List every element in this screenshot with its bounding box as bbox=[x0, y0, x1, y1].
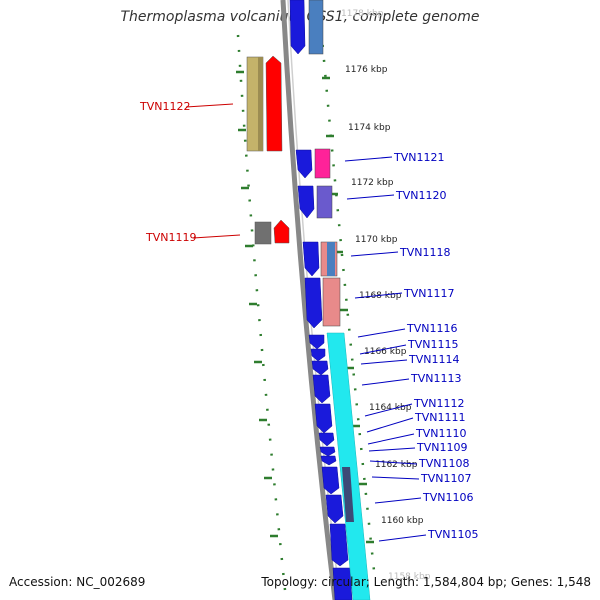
gene-label-right[interactable]: TVN1115 bbox=[407, 338, 458, 351]
gene-label-right[interactable]: TVN1110 bbox=[415, 427, 466, 440]
left-leader-lines bbox=[185, 103, 241, 239]
gene-arrow bbox=[321, 466, 340, 495]
gene-label-right[interactable]: TVN1113 bbox=[410, 372, 461, 385]
gene-arrow bbox=[329, 523, 349, 567]
gene-arrow bbox=[297, 185, 315, 219]
gene-arrow bbox=[304, 277, 323, 329]
gene-arrow bbox=[310, 348, 326, 362]
scale-label: 1178 kbp bbox=[341, 9, 384, 19]
major-ticks bbox=[236, 70, 374, 544]
scale-label: 1174 kbp bbox=[348, 123, 391, 133]
accession-label: Accession: NC_002689 bbox=[9, 575, 146, 589]
gene-block bbox=[326, 332, 371, 600]
gene-arrow bbox=[295, 149, 313, 179]
gene-arrow bbox=[265, 55, 283, 152]
gene-label-right[interactable]: TVN1117 bbox=[403, 287, 454, 300]
scale-label: 1176 kbp bbox=[345, 65, 388, 75]
gene-label-right[interactable]: TVN1108 bbox=[418, 457, 469, 470]
gene-block bbox=[342, 467, 354, 522]
gene-track-left bbox=[246, 55, 290, 245]
genome-summary: Topology: circular; Length: 1,584,804 bp… bbox=[261, 575, 591, 589]
scale-label: 1162 kbp bbox=[375, 460, 418, 470]
gene-label-right[interactable]: TVN1106 bbox=[422, 491, 473, 504]
gene-label-right[interactable]: TVN1120 bbox=[395, 189, 446, 202]
scale-label: 1168 kbp bbox=[359, 291, 402, 301]
genome-backbone bbox=[280, 0, 338, 600]
gene-block bbox=[322, 277, 341, 327]
gene-block bbox=[316, 185, 333, 219]
scale-label: 1164 kbp bbox=[369, 403, 412, 413]
gene-label-right[interactable]: TVN1121 bbox=[393, 151, 444, 164]
gene-track-outer bbox=[308, 0, 371, 600]
gene-arrow bbox=[289, 0, 306, 55]
gene-block bbox=[327, 242, 335, 276]
gene-arrow bbox=[312, 374, 331, 404]
gene-block bbox=[308, 0, 324, 55]
gene-arrow bbox=[332, 567, 353, 600]
scale-label: 1158 kbp bbox=[388, 572, 431, 582]
gene-label-right[interactable]: TVN1111 bbox=[414, 411, 465, 424]
gene-label-right[interactable]: TVN1116 bbox=[406, 322, 457, 335]
gene-arrow bbox=[319, 446, 336, 457]
gene-arrow bbox=[320, 455, 337, 466]
gene-arrow bbox=[311, 360, 329, 376]
gene-label-right[interactable]: TVN1112 bbox=[413, 397, 464, 410]
scale-label: 1170 kbp bbox=[355, 235, 398, 245]
gene-label-left[interactable]: TVN1122 bbox=[139, 100, 190, 113]
scale-label: 1160 kbp bbox=[381, 516, 424, 526]
gene-block bbox=[314, 148, 331, 179]
gene-label-left[interactable]: TVN1119 bbox=[145, 231, 196, 244]
gene-arrow bbox=[325, 494, 344, 524]
scale-label: 1166 kbp bbox=[364, 347, 407, 357]
gene-arrow bbox=[302, 241, 320, 277]
scale-label: 1172 kbp bbox=[351, 178, 394, 188]
gene-label-right[interactable]: TVN1105 bbox=[427, 528, 478, 541]
gene-track-inner bbox=[289, 0, 353, 600]
gene-label-right[interactable]: TVN1114 bbox=[408, 353, 459, 366]
gene-arrow bbox=[273, 219, 290, 244]
gene-block bbox=[254, 221, 272, 245]
right-leader-lines bbox=[344, 156, 427, 542]
gene-arrow bbox=[314, 403, 333, 434]
gene-label-right[interactable]: TVN1118 bbox=[399, 246, 450, 259]
gene-arrow bbox=[258, 57, 263, 151]
gene-label-right[interactable]: TVN1107 bbox=[420, 472, 471, 485]
gene-arrow bbox=[308, 334, 325, 350]
gene-label-right[interactable]: TVN1109 bbox=[416, 441, 467, 454]
gene-arrow bbox=[318, 432, 335, 447]
